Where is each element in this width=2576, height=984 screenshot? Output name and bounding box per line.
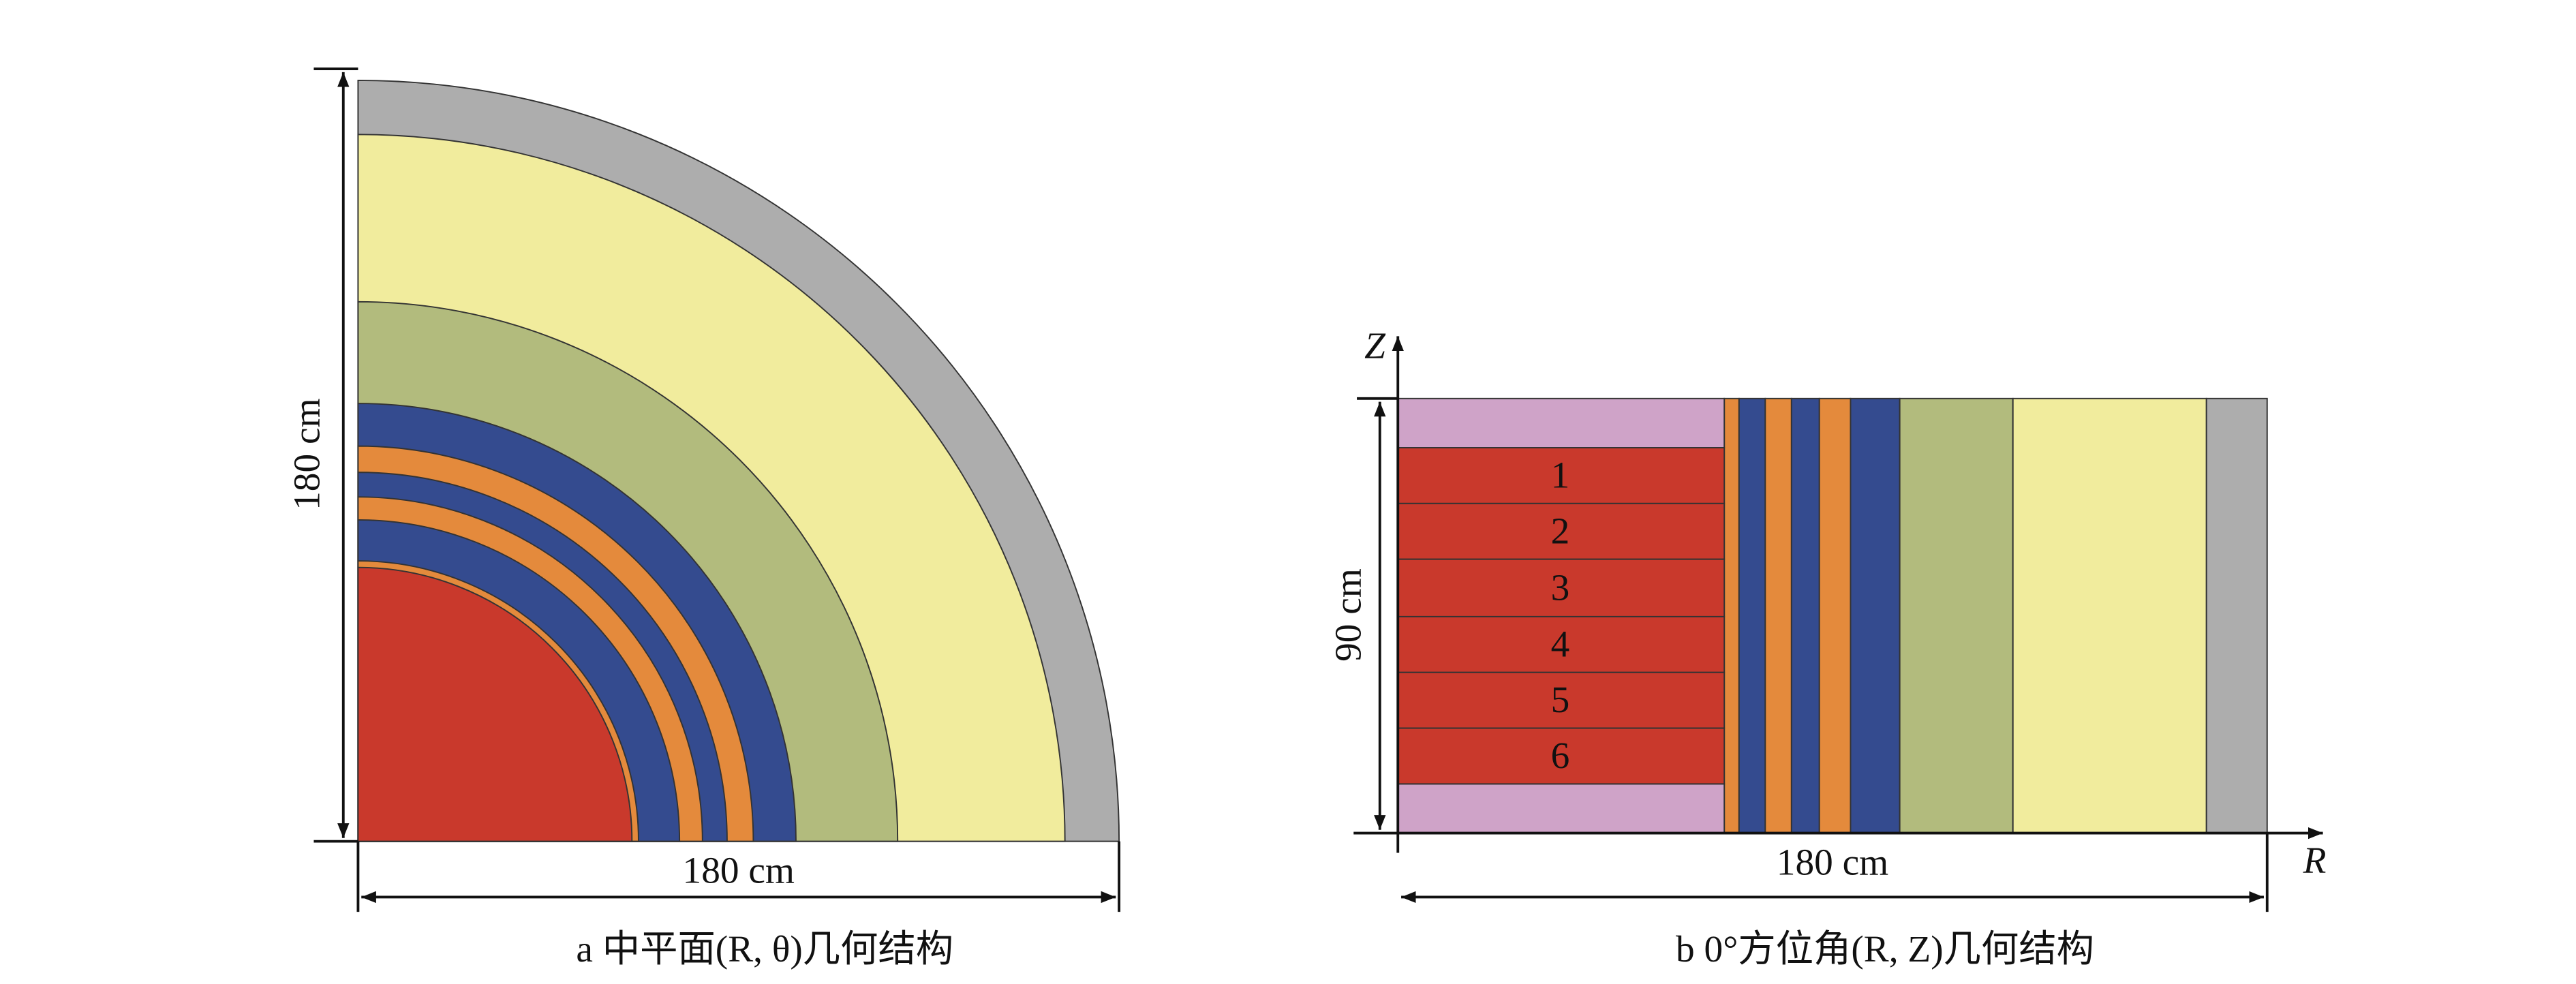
layer bbox=[1723, 397, 1740, 834]
layer bbox=[1790, 397, 1820, 834]
reflector bbox=[1397, 397, 1726, 448]
ring bbox=[357, 566, 633, 842]
panel-a bbox=[357, 79, 1120, 842]
height-label: 180 cm bbox=[286, 398, 327, 510]
layer bbox=[1738, 397, 1766, 834]
z-axis-label: Z bbox=[1364, 324, 1386, 366]
layer bbox=[2012, 397, 2207, 834]
zone-label: 5 bbox=[1551, 679, 1570, 720]
zone-label: 2 bbox=[1551, 510, 1570, 551]
zone-label: 4 bbox=[1551, 623, 1570, 664]
caption: b 0°方位角(R, Z)几何结构 bbox=[1676, 928, 2094, 970]
layer bbox=[1764, 397, 1792, 834]
width-label: 180 cm bbox=[683, 849, 795, 891]
fuel-zone bbox=[1397, 615, 1726, 673]
reflector bbox=[1397, 783, 1726, 834]
layer bbox=[2205, 397, 2268, 834]
zone-label: 3 bbox=[1551, 566, 1570, 608]
layer bbox=[1850, 397, 1901, 834]
caption: a 中平面(R, θ)几何结构 bbox=[576, 928, 953, 970]
height-label: 90 cm bbox=[1328, 568, 1369, 662]
fuel-zone bbox=[1397, 727, 1726, 785]
width-label: 180 cm bbox=[1777, 841, 1888, 882]
zone-label: 1 bbox=[1551, 454, 1570, 495]
fuel-zone bbox=[1397, 558, 1726, 617]
panel-b: 1 2 3 4 5 6 bbox=[1397, 397, 2268, 834]
fuel-zone bbox=[1397, 671, 1726, 729]
r-axis-label: R bbox=[2303, 840, 2327, 881]
zone-label: 6 bbox=[1551, 735, 1570, 776]
layer bbox=[1818, 397, 1852, 834]
layer bbox=[1899, 397, 2014, 834]
